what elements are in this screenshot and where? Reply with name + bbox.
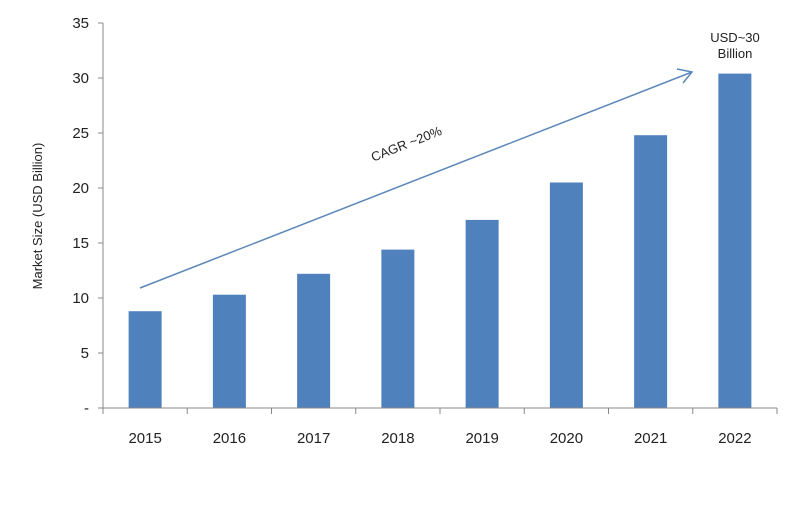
y-tick-label: 5 — [81, 345, 89, 362]
bar-2022 — [718, 73, 752, 408]
x-tick-label: 2021 — [634, 430, 667, 447]
x-tick-label: 2015 — [128, 430, 161, 447]
bar-2019 — [465, 219, 499, 408]
x-tick-label: 2018 — [381, 430, 414, 447]
y-tick-label: 35 — [72, 15, 89, 32]
x-tick-label: 2016 — [213, 430, 246, 447]
end-value-label-line2: Billion — [718, 46, 753, 61]
x-tick-label: 2020 — [550, 430, 583, 447]
y-tick-label: 25 — [72, 125, 89, 142]
y-axis-label: Market Size (USD Billion) — [30, 143, 45, 290]
y-tick-label: 15 — [72, 235, 89, 252]
x-tick-label: 2019 — [465, 430, 498, 447]
cagr-label: CAGR ~20% — [369, 123, 444, 165]
x-tick-label: 2017 — [297, 430, 330, 447]
bar-2021 — [634, 135, 668, 408]
bar-2017 — [297, 273, 331, 408]
bar-2018 — [381, 249, 415, 408]
x-tick-label: 2022 — [718, 430, 751, 447]
bar-2016 — [212, 294, 246, 408]
y-tick-label: 20 — [72, 180, 89, 197]
y-tick-label: - — [84, 400, 89, 417]
bar-2020 — [549, 182, 583, 408]
cagr-arrow — [139, 68, 694, 289]
y-tick-label: 10 — [72, 290, 89, 307]
end-value-label-line1: USD~30 — [710, 30, 760, 45]
y-tick-label: 30 — [72, 70, 89, 87]
bar-2015 — [128, 311, 162, 408]
